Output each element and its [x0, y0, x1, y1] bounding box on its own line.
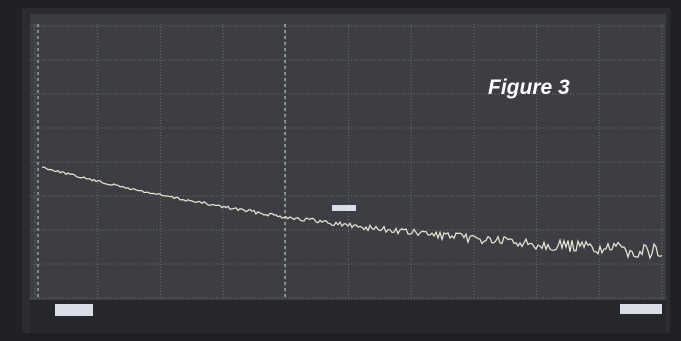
figure-label: Figure 3 [488, 76, 570, 99]
grid [30, 24, 666, 300]
timebase-badge [620, 304, 662, 314]
channel-badge [55, 304, 93, 316]
menu-bar [30, 14, 666, 24]
cursor-label [332, 205, 356, 211]
status-bar [30, 300, 666, 333]
trace [41, 166, 663, 260]
